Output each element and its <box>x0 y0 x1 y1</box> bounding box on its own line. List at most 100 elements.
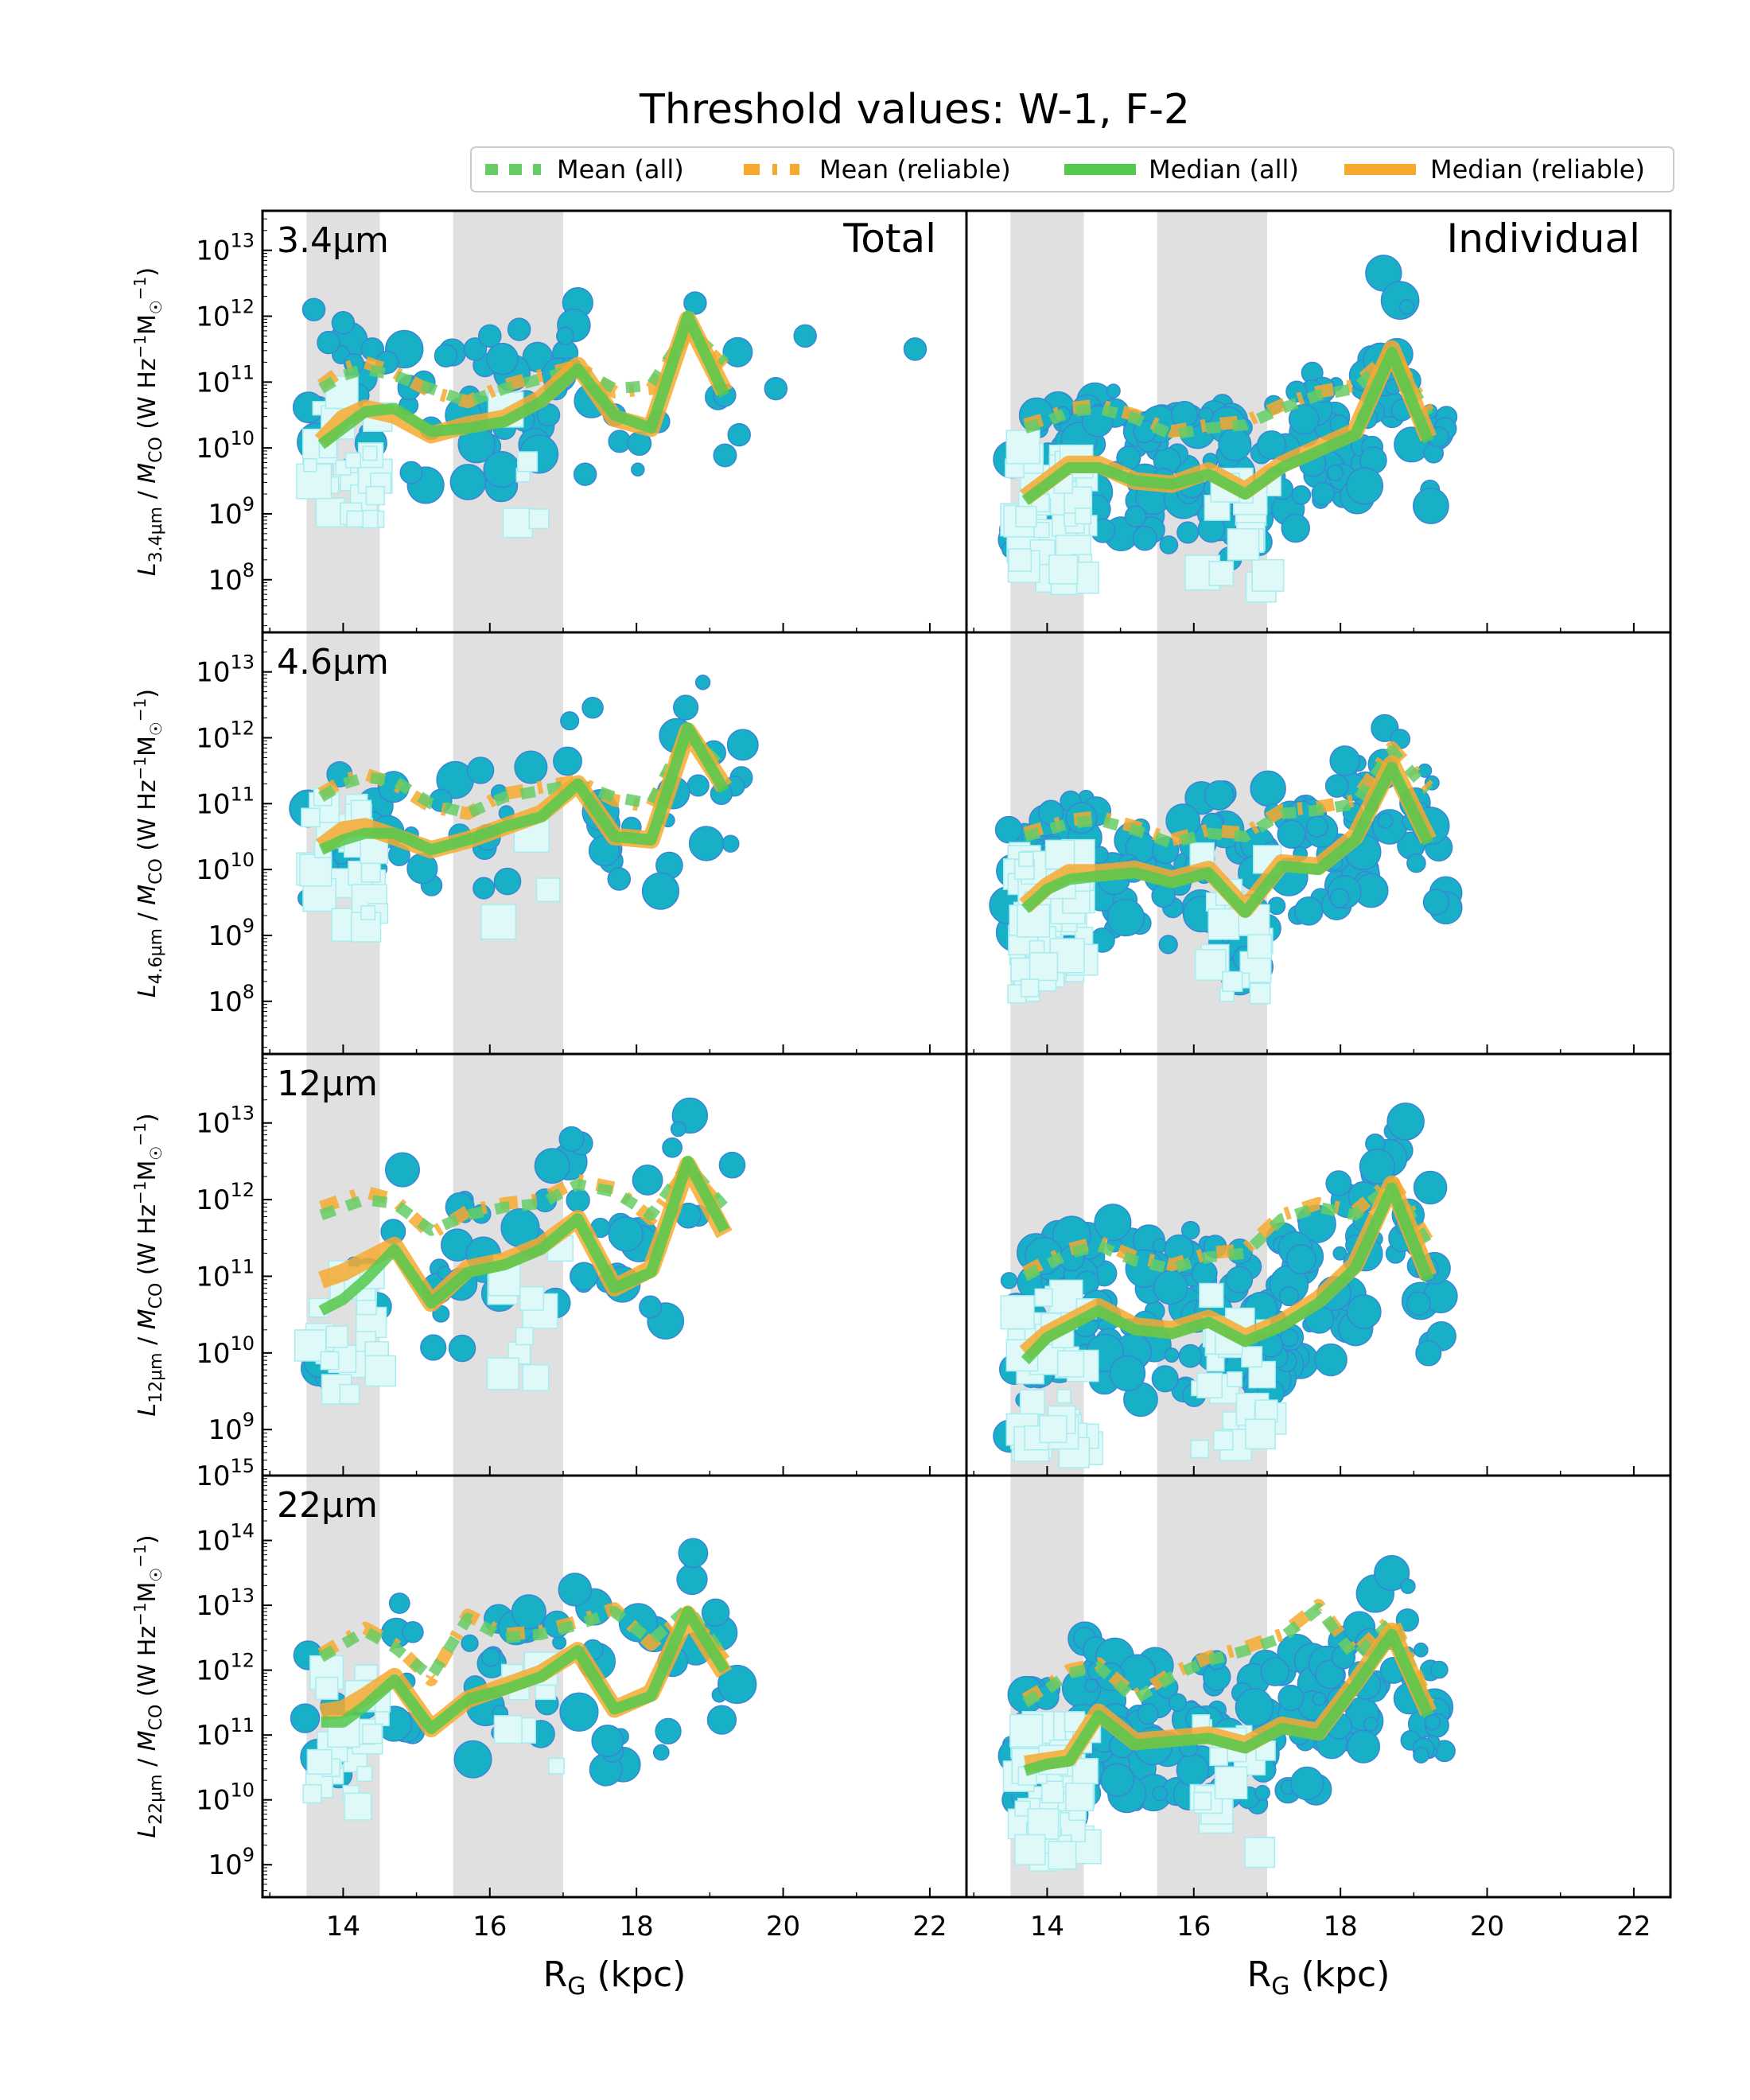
scatter-point <box>1305 815 1328 838</box>
reliable-marker <box>1227 528 1260 561</box>
scatter-point <box>1191 1260 1218 1286</box>
reliable-marker <box>1056 1350 1085 1378</box>
scatter-point <box>388 1592 410 1614</box>
scatter-point <box>466 756 495 784</box>
scatter-point <box>461 1634 479 1652</box>
y-tick-label: 1010 <box>196 1332 255 1370</box>
scatter-point <box>556 326 574 345</box>
scatter-point <box>1324 774 1349 798</box>
scatter-point <box>683 291 707 315</box>
scatter-point <box>632 1164 663 1196</box>
scatter-point <box>678 1538 709 1569</box>
reliable-marker <box>1251 558 1285 592</box>
y-tick-label: 109 <box>208 1409 255 1446</box>
scatter-point <box>1176 521 1200 544</box>
scatter-point <box>402 1621 424 1643</box>
x-tick-label: 16 <box>1176 1911 1211 1942</box>
x-tick-label: 14 <box>326 1911 360 1942</box>
plot-area <box>993 211 1458 632</box>
reliable-marker <box>360 905 376 920</box>
x-tick-label: 22 <box>1616 1911 1651 1942</box>
reliable-marker <box>325 1325 348 1348</box>
y-tick-label: 1012 <box>196 1179 255 1216</box>
reliable-marker <box>1029 951 1059 982</box>
scatter-point <box>1346 1729 1381 1764</box>
reliable-marker <box>1039 1414 1068 1444</box>
scatter-point <box>1400 1578 1416 1594</box>
y-tick-label: 1013 <box>196 1102 255 1140</box>
y-tick-label: 1013 <box>196 230 255 267</box>
scatter-point <box>472 877 496 900</box>
scatter-point <box>1124 505 1147 528</box>
scatter-point <box>420 1334 447 1361</box>
panel-12um-individual <box>965 1052 1672 1477</box>
scatter-point <box>1414 1643 1429 1658</box>
scatter-point <box>662 1137 682 1158</box>
scatter-point <box>478 324 502 348</box>
scatter-point <box>536 402 561 427</box>
median-all-line <box>1023 1628 1434 1776</box>
scatter-point <box>1363 1717 1379 1732</box>
scatter-point <box>1406 1291 1431 1316</box>
scatter-point <box>1293 896 1324 926</box>
reliable-marker <box>516 451 539 472</box>
y-tick-label: 108 <box>208 559 255 597</box>
scatter-point <box>573 462 597 486</box>
scatter-point <box>1218 427 1252 461</box>
reliable-marker <box>486 1357 519 1390</box>
reliable-marker <box>1254 1399 1278 1423</box>
mean-all-line <box>1022 1178 1433 1281</box>
scatter-point <box>652 1744 670 1761</box>
scatter-point <box>493 867 522 896</box>
reliable-marker <box>350 799 372 821</box>
scatter-point <box>1413 1747 1429 1764</box>
scatter-point <box>553 746 582 776</box>
reliable-marker <box>302 1783 322 1804</box>
band-label: 4.6µm <box>277 642 389 682</box>
median-all-line <box>1021 347 1434 505</box>
scatter-point <box>1164 1348 1180 1363</box>
y-tick-label: 1010 <box>196 1779 255 1817</box>
x-axis-label: RG (kpc) <box>1247 1954 1390 2001</box>
scatter-point <box>1204 780 1235 811</box>
reliable-marker <box>344 1792 372 1821</box>
reliable-marker <box>1048 554 1079 585</box>
scatter-point <box>1158 935 1178 955</box>
scatter-point <box>1424 1713 1441 1731</box>
reliable-marker <box>299 854 332 887</box>
scatter-point <box>1106 383 1121 399</box>
scatter-point <box>1235 1688 1274 1727</box>
scatter-point <box>1312 1691 1327 1706</box>
scatter-point <box>591 1725 624 1758</box>
x-tick-label: 20 <box>1470 1911 1504 1942</box>
x-tick-label: 20 <box>766 1911 800 1942</box>
scatter-point <box>507 317 531 341</box>
band-label: 3.4µm <box>277 220 389 261</box>
scatter-point <box>641 872 680 910</box>
y-tick-label: 1012 <box>196 718 255 755</box>
scatter-point <box>483 450 520 488</box>
scatter-point <box>713 443 737 468</box>
reliable-marker <box>1034 1288 1053 1307</box>
reliable-marker <box>306 1748 332 1775</box>
scatter-point <box>764 376 788 401</box>
reliable-marker <box>1194 949 1227 981</box>
reliable-marker <box>1020 978 1040 998</box>
plot-area <box>993 1054 1458 1476</box>
scatter-point <box>534 1148 570 1184</box>
figure-title: Threshold values: W-1, F-2 <box>639 86 1190 134</box>
legend-label-median-reliable: Median (reliable) <box>1430 154 1645 185</box>
median-all-line <box>318 722 729 856</box>
scatter-point <box>1285 380 1308 403</box>
reliable-marker <box>1005 430 1040 465</box>
scatter-point <box>1152 1785 1168 1802</box>
panel-22um-total: 14 16 18 20 22 109 1010 1011 1012 1013 1014 1015 L22… <box>130 1455 968 2001</box>
band-label: 12µm <box>277 1064 378 1104</box>
scatter-point <box>1094 1204 1132 1242</box>
scatter-point <box>793 324 817 348</box>
scatter-point <box>1346 1294 1382 1329</box>
scatter-point <box>1329 745 1361 776</box>
mean-all-line <box>318 324 729 408</box>
scatter-point <box>1380 281 1420 320</box>
